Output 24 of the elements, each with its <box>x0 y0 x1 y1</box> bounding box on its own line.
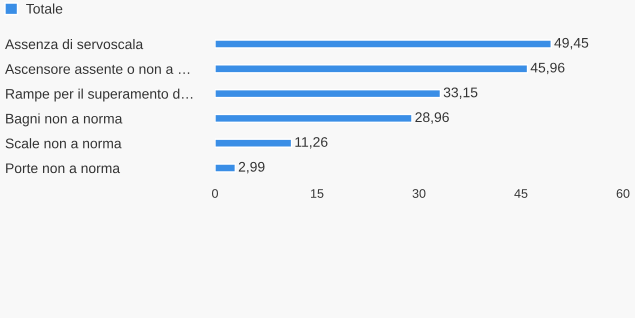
x-tick-label: 60 <box>616 189 630 198</box>
data-label: 33,15 <box>444 87 478 99</box>
y-tick-label: Rampe per il superamento d… <box>6 88 192 102</box>
bar <box>215 64 528 74</box>
bar <box>215 138 292 148</box>
x-tick-label: 0 <box>212 189 218 198</box>
data-label: 45,96 <box>530 62 564 74</box>
bar <box>215 114 413 124</box>
y-tick-label: Scale non a norma <box>6 138 122 148</box>
data-label: 28,96 <box>415 112 449 124</box>
legend-label: Totale <box>26 3 62 14</box>
data-label: 11,26 <box>295 137 328 149</box>
data-label: 49,45 <box>554 38 588 50</box>
y-tick-label: Porte non a norma <box>6 163 120 174</box>
x-tick-label: 45 <box>514 189 528 198</box>
bar <box>215 163 236 173</box>
y-tick-label: Ascensore assente o non a … <box>5 64 190 74</box>
y-tick-label: Assenza di servoscala <box>5 38 144 50</box>
bar <box>215 88 442 98</box>
x-tick-label: 30 <box>412 189 426 198</box>
y-tick-label: Bagni non a norma <box>6 113 122 126</box>
x-tick-label: 15 <box>311 189 324 198</box>
bar <box>215 39 552 49</box>
data-label: 2,99 <box>238 162 264 174</box>
